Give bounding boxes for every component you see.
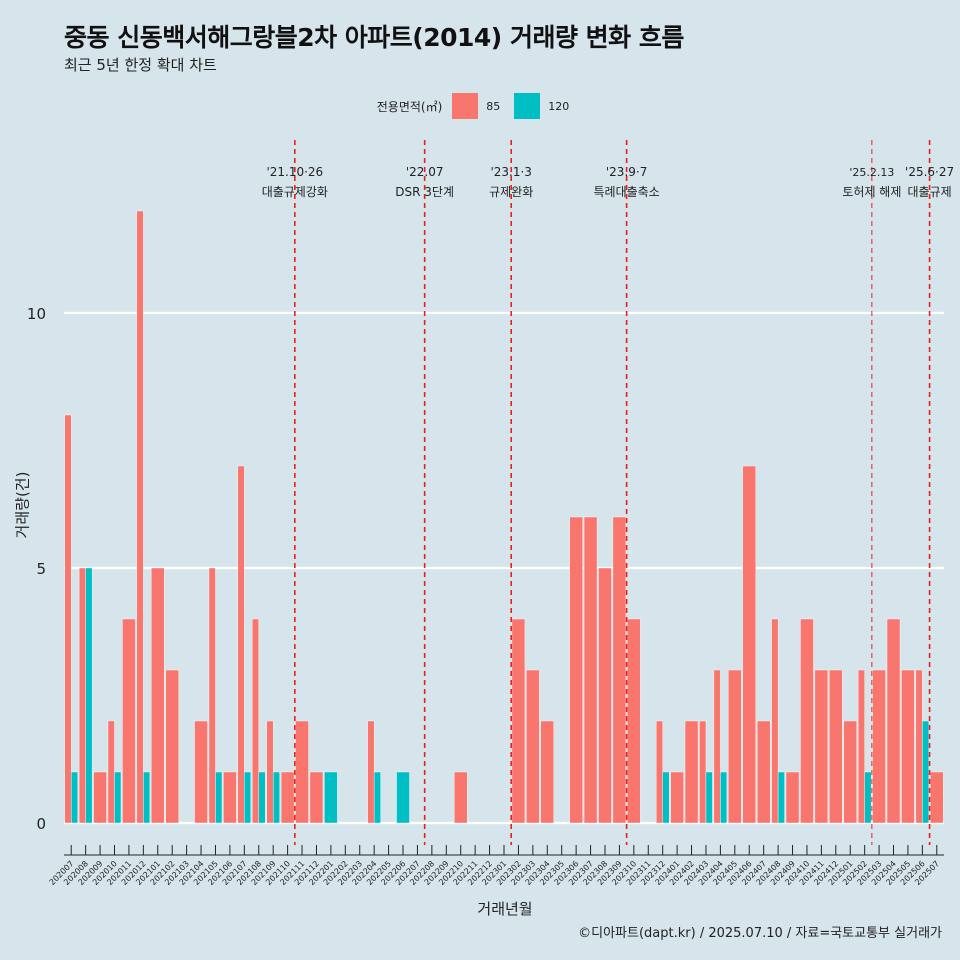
bar-85 bbox=[829, 669, 843, 824]
chart-subtitle: 최근 5년 한정 확대 차트 bbox=[64, 56, 217, 74]
event-label: 대출규제 bbox=[907, 185, 951, 199]
legend-label-120: 120 bbox=[548, 99, 570, 113]
bar-85 bbox=[266, 720, 274, 824]
bar-85 bbox=[136, 210, 144, 824]
bar-85 bbox=[598, 567, 612, 824]
bar-120 bbox=[777, 771, 785, 824]
bar-85 bbox=[540, 720, 554, 824]
bar-85 bbox=[569, 516, 583, 824]
legend-title: 전용면적(㎡) bbox=[376, 99, 443, 114]
bar-85 bbox=[713, 669, 721, 824]
bar-85 bbox=[526, 669, 540, 824]
event-date: '25.2.13 bbox=[849, 166, 894, 179]
bar-85 bbox=[511, 618, 526, 824]
bar-85 bbox=[612, 516, 627, 824]
bar-85 bbox=[814, 669, 829, 824]
bar-85 bbox=[886, 618, 901, 824]
bar-85 bbox=[122, 618, 136, 824]
event-label: 특례대출축소 bbox=[593, 185, 659, 199]
bar-85 bbox=[223, 771, 237, 824]
bar-85 bbox=[208, 567, 216, 824]
bar-85 bbox=[237, 465, 245, 824]
bar-85 bbox=[151, 567, 165, 824]
event-label: 규제완화 bbox=[489, 185, 533, 199]
bar-85 bbox=[930, 771, 944, 824]
bar-120 bbox=[215, 771, 223, 824]
bar-120 bbox=[114, 771, 122, 824]
event-label: 대출규제강화 bbox=[262, 185, 328, 199]
bar-85 bbox=[93, 771, 107, 824]
bar-120 bbox=[258, 771, 266, 824]
bar-120 bbox=[244, 771, 252, 824]
bar-120 bbox=[720, 771, 728, 824]
bar-85 bbox=[684, 720, 699, 824]
legend-key-120 bbox=[514, 93, 541, 119]
bar-120 bbox=[705, 771, 713, 824]
bar-85 bbox=[194, 720, 208, 824]
bar-120 bbox=[396, 771, 410, 824]
bar-85 bbox=[295, 720, 309, 824]
bar-85 bbox=[742, 465, 756, 824]
bar-85 bbox=[728, 669, 742, 824]
bar-85 bbox=[915, 669, 923, 824]
bar-85 bbox=[771, 618, 779, 824]
bar-85 bbox=[252, 618, 259, 824]
bar-85 bbox=[655, 720, 663, 824]
bar-120 bbox=[324, 771, 338, 824]
bar-120 bbox=[143, 771, 151, 824]
bar-85 bbox=[78, 567, 86, 824]
y-tick-label: 0 bbox=[36, 815, 46, 833]
source-caption: ©디아파트(dapt.kr) / 2025.07.10 / 자료=국토교통부 실… bbox=[578, 926, 942, 941]
bar-85 bbox=[64, 414, 72, 824]
bar-85 bbox=[165, 669, 179, 824]
bar-85 bbox=[107, 720, 115, 824]
bar-85 bbox=[756, 720, 771, 824]
bar-85 bbox=[280, 771, 295, 824]
bar-120 bbox=[71, 771, 78, 824]
bar-85 bbox=[583, 516, 598, 824]
bar-120 bbox=[662, 771, 670, 824]
bar-85 bbox=[627, 618, 641, 824]
bar-85 bbox=[843, 720, 857, 824]
bar-85 bbox=[800, 618, 814, 824]
bar-85 bbox=[901, 669, 915, 824]
event-date: '23.1·3 bbox=[490, 165, 531, 179]
bar-85 bbox=[785, 771, 800, 824]
bar-85 bbox=[367, 720, 375, 824]
bar-120 bbox=[272, 771, 280, 824]
bar-120 bbox=[85, 567, 93, 824]
y-tick-label: 10 bbox=[27, 305, 46, 323]
event-date: '21.10·26 bbox=[266, 165, 323, 179]
bar-85 bbox=[699, 720, 707, 824]
y-tick-label: 5 bbox=[36, 560, 46, 578]
chart-title: 중동 신동백서해그랑블2차 아파트(2014) 거래량 변화 흐름 bbox=[64, 23, 684, 52]
event-date: '22.07 bbox=[406, 165, 444, 179]
legend: 전용면적(㎡) 85 120 bbox=[0, 93, 960, 119]
bar-85 bbox=[872, 669, 886, 824]
event-label: DSR 3단계 bbox=[395, 185, 454, 199]
y-axis-label: 거래량(건) bbox=[13, 471, 32, 539]
bar-85 bbox=[670, 771, 684, 824]
event-label: 토허제 해제 bbox=[842, 185, 901, 199]
bar-120 bbox=[922, 720, 930, 824]
bar-120 bbox=[373, 771, 381, 824]
bar-85 bbox=[454, 771, 468, 824]
event-date: '25.6·27 bbox=[905, 165, 954, 179]
bar-85 bbox=[309, 771, 324, 824]
legend-label-85: 85 bbox=[486, 99, 501, 113]
event-date: '23.9·7 bbox=[606, 165, 647, 179]
bar-85 bbox=[857, 669, 865, 824]
bar-120 bbox=[864, 771, 872, 824]
legend-key-85 bbox=[452, 93, 479, 119]
x-axis-label: 거래년월 bbox=[477, 900, 533, 918]
